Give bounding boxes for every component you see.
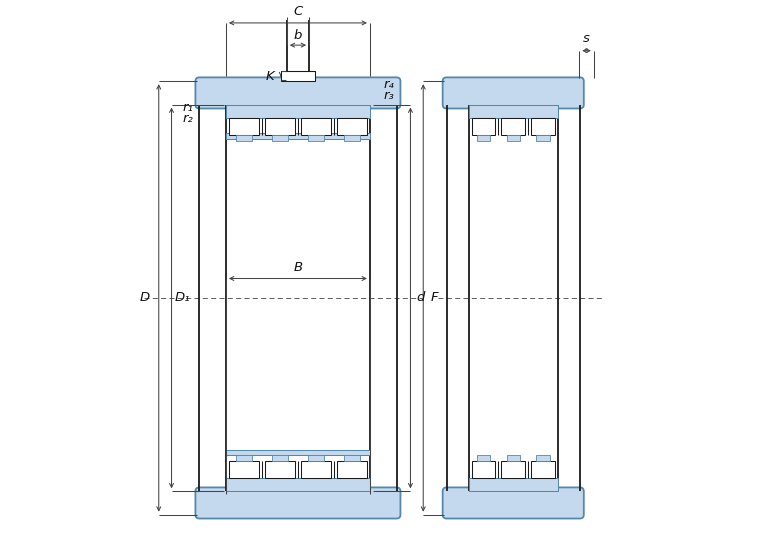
Bar [301,118,331,135]
Bar [229,461,259,478]
Bar [536,455,550,461]
Bar [308,455,324,461]
Bar [472,461,496,478]
Bar [265,118,295,135]
Text: B: B [293,261,303,274]
Bar [272,455,288,461]
Bar [468,478,558,491]
Bar [265,461,295,478]
Text: C: C [293,6,303,18]
Bar [501,461,525,478]
Text: r₁: r₁ [183,101,194,114]
FancyBboxPatch shape [443,77,584,109]
Bar [477,135,490,141]
Text: d: d [416,291,425,305]
Bar [236,455,252,461]
Bar [531,118,554,135]
Text: s: s [583,32,590,45]
Text: K: K [266,70,274,83]
Bar [507,135,520,141]
Text: r₄: r₄ [384,77,395,91]
Text: b: b [294,28,302,42]
Bar [337,461,367,478]
Bar [337,118,367,135]
Bar [226,105,370,118]
Bar [468,105,558,118]
Bar [536,135,550,141]
Bar [472,118,496,135]
Bar [236,135,252,141]
Bar [282,71,314,81]
FancyBboxPatch shape [196,487,400,519]
Text: D: D [140,291,150,305]
Bar [226,478,370,491]
Bar [272,135,288,141]
FancyBboxPatch shape [443,487,584,519]
Text: F: F [431,291,438,305]
Text: r₃: r₃ [384,89,395,101]
Bar [344,455,360,461]
Bar [301,461,331,478]
Bar [344,135,360,141]
Bar [308,135,324,141]
Bar [531,461,554,478]
Text: r₂: r₂ [183,112,194,125]
Bar [501,118,525,135]
Bar [226,450,370,455]
Bar [229,118,259,135]
Bar [507,455,520,461]
FancyBboxPatch shape [196,77,400,109]
Text: D₁: D₁ [175,291,191,305]
Bar [226,134,370,139]
Bar [477,455,490,461]
